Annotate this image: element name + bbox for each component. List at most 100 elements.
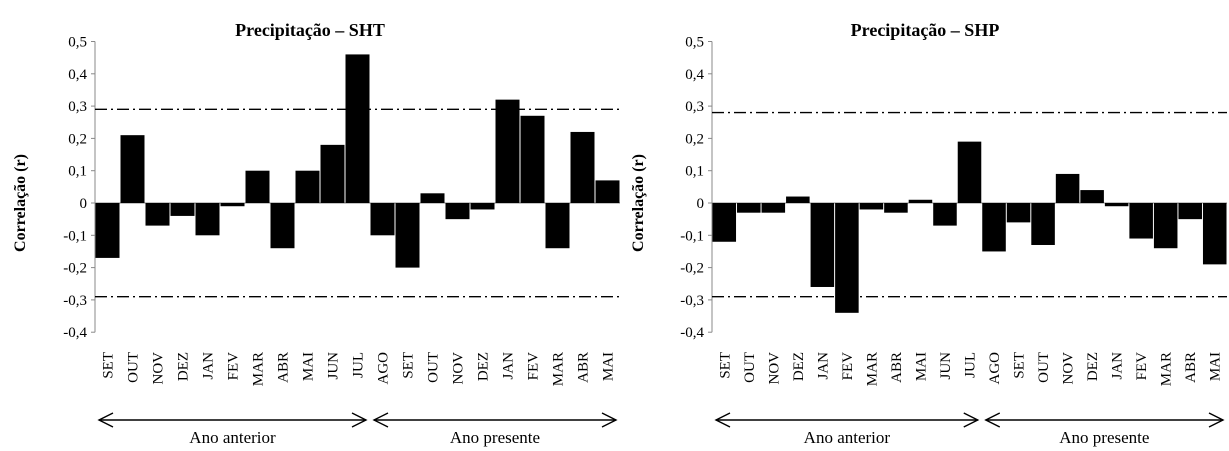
bar-nov [146,203,170,226]
x-tick-label: FEV [526,352,542,381]
bar-jun [933,203,957,226]
x-tick-label: FEV [226,352,242,381]
x-tick-label: OUT [426,352,442,383]
bar-out [421,193,445,203]
bar-mar [246,171,270,203]
bar-abr [884,203,908,213]
x-tick-label: MAI [601,352,617,381]
x-tick-label: DEZ [1085,352,1101,381]
x-tick-label: MAR [864,352,880,386]
x-tick-label: FEV [1134,352,1150,381]
bar-jan [196,203,220,235]
bar-set [96,203,120,258]
period-label: Ano anterior [189,428,276,447]
y-tick-label: 0,2 [685,131,704,147]
y-tick-label: 0 [697,196,705,212]
bar-mai [296,171,320,203]
x-tick-label: SET [401,352,417,379]
x-tick-label: OUT [1036,352,1052,383]
bar-nov [446,203,470,219]
y-tick-label: 0,3 [685,99,704,115]
bar-abr [1178,203,1202,219]
y-tick-label: -0,2 [680,261,704,277]
bar-dez [171,203,195,216]
bar-ago [371,203,395,235]
x-tick-label: JUN [326,352,342,380]
x-tick-label: DEZ [476,352,492,381]
bar-out [737,203,761,213]
y-tick-label: 0,5 [68,35,87,51]
x-tick-label: JUL [351,352,367,378]
bar-jan [1105,203,1129,206]
x-tick-label: JUL [963,352,979,378]
bar-mar [546,203,570,248]
x-tick-label: AGO [376,352,392,385]
y-tick-label: -0,4 [680,325,704,341]
y-axis-label: Correlação (r) [12,154,29,252]
x-tick-label: JAN [815,352,831,380]
bar-out [1031,203,1055,245]
y-tick-label: 0,4 [68,67,87,83]
bar-dez [786,197,810,203]
bar-nov [762,203,786,213]
x-tick-label: ABR [889,352,905,383]
x-tick-label: MAR [1159,352,1175,386]
x-tick-label: SET [101,352,117,379]
x-tick-label: NOV [451,352,467,385]
bar-nov [1056,174,1080,203]
x-tick-label: SET [1012,352,1028,379]
y-tick-label: 0,1 [685,164,704,180]
x-tick-label: MAR [551,352,567,386]
bar-mar [1154,203,1178,248]
y-tick-label: -0,3 [680,293,704,309]
x-tick-label: ABR [276,352,292,383]
bar-abr [271,203,295,248]
x-tick-label: ABR [1183,352,1199,383]
y-axis-label: Correlação (r) [630,154,647,252]
bar-fev [221,203,245,206]
x-tick-label: JAN [201,352,217,380]
x-tick-label: NOV [1061,352,1077,385]
bar-jan [811,203,835,287]
chart-title: Precipitação – SHT [235,20,385,40]
bar-out [121,135,145,203]
bar-dez [471,203,495,209]
bar-ago [982,203,1006,251]
x-tick-label: ABR [576,352,592,383]
y-tick-label: -0,3 [63,293,87,309]
y-tick-label: 0,2 [68,131,87,147]
y-tick-label: -0,1 [680,228,704,244]
x-tick-label: MAI [913,352,929,381]
bar-mai [1203,203,1227,264]
x-tick-label: MAI [301,352,317,381]
x-tick-label: OUT [742,352,758,383]
x-tick-label: JAN [1110,352,1126,380]
bar-jul [958,142,982,203]
y-tick-label: -0,2 [63,261,87,277]
x-tick-label: FEV [840,352,856,381]
bar-mai [596,180,620,203]
period-label: Ano anterior [804,428,891,447]
bar-dez [1080,190,1104,203]
period-label: Ano presente [1059,428,1149,447]
y-tick-label: 0,4 [685,67,704,83]
chart-title: Precipitação – SHP [851,20,1000,40]
x-tick-label: OUT [126,352,142,383]
x-tick-label: DEZ [791,352,807,381]
y-tick-label: -0,1 [63,228,87,244]
bar-mai [909,200,933,203]
bar-fev [835,203,859,313]
x-tick-label: MAI [1208,352,1224,381]
chart-1: Precipitação – SHT Correlação (r) -0,4 -0,3… [12,20,620,447]
x-tick-label: DEZ [176,352,192,381]
x-tick-label: JUN [938,352,954,380]
x-tick-label: NOV [766,352,782,385]
bar-fev [1129,203,1153,239]
y-tick-label: 0,3 [68,99,87,115]
bar-jul [346,54,370,203]
x-tick-label: SET [717,352,733,379]
y-tick-label: -0,4 [63,325,87,341]
bar-set [1007,203,1031,222]
chart-2: Precipitação – SHP Correlação (r) -0,4 -0,3… [630,20,1227,447]
